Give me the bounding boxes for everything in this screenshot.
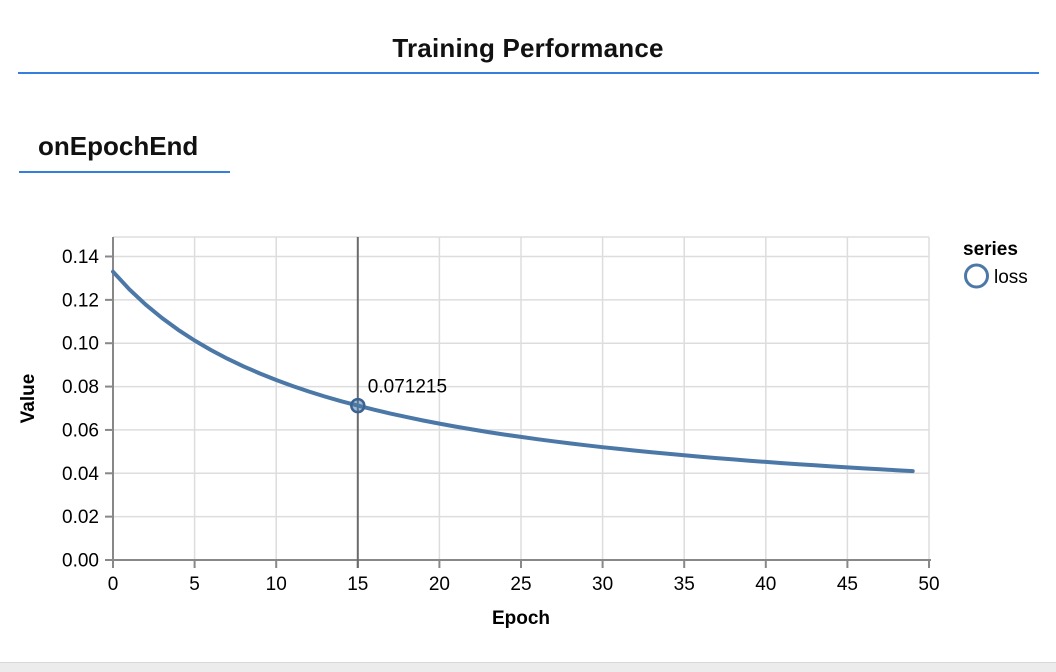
svg-text:30: 30: [592, 574, 613, 595]
legend-title: series: [963, 239, 1018, 260]
loss-chart[interactable]: 0.071215 0 5 10 15 20 25 30 35 40 45 50 0.00 0.02 0.04…: [0, 225, 1056, 672]
svg-text:15: 15: [347, 574, 368, 595]
legend-item-label: loss: [994, 267, 1028, 288]
x-axis-title: Epoch: [492, 608, 550, 629]
svg-text:0.12: 0.12: [62, 290, 99, 311]
svg-text:0.02: 0.02: [62, 507, 99, 528]
svg-text:35: 35: [674, 574, 695, 595]
svg-text:0.10: 0.10: [62, 334, 99, 355]
legend: series loss: [963, 239, 1028, 289]
svg-text:0.00: 0.00: [62, 551, 99, 572]
y-axis-title: Value: [18, 374, 39, 424]
svg-text:25: 25: [510, 574, 531, 595]
legend-item-loss: loss: [964, 263, 1028, 289]
gridlines: [113, 236, 930, 560]
section-divider: [19, 171, 230, 173]
svg-text:0.06: 0.06: [62, 420, 99, 441]
svg-text:5: 5: [189, 574, 200, 595]
svg-text:40: 40: [755, 574, 776, 595]
page-title: Training Performance: [392, 33, 664, 63]
title-divider: [18, 72, 1039, 74]
bottom-strip: [0, 662, 1056, 672]
svg-text:0: 0: [108, 574, 119, 595]
svg-text:0.08: 0.08: [62, 377, 99, 398]
loss-line: [111, 269, 915, 474]
svg-text:10: 10: [266, 574, 287, 595]
svg-text:50: 50: [918, 574, 939, 595]
legend-loss-symbol-icon: [964, 263, 989, 289]
hover-value-label: 0.071215: [368, 377, 447, 398]
svg-text:0.14: 0.14: [62, 247, 99, 268]
svg-text:20: 20: [429, 574, 450, 595]
svg-text:0.04: 0.04: [62, 464, 99, 485]
axes: [105, 237, 931, 568]
y-tick-labels: 0.00 0.02 0.04 0.06 0.08 0.10 0.12 0.14: [62, 247, 99, 571]
x-tick-labels: 0 5 10 15 20 25 30 35 40 45 50: [108, 574, 940, 595]
section-heading: onEpochEnd: [38, 131, 199, 161]
svg-text:45: 45: [837, 574, 858, 595]
hover-point[interactable]: [350, 397, 366, 414]
